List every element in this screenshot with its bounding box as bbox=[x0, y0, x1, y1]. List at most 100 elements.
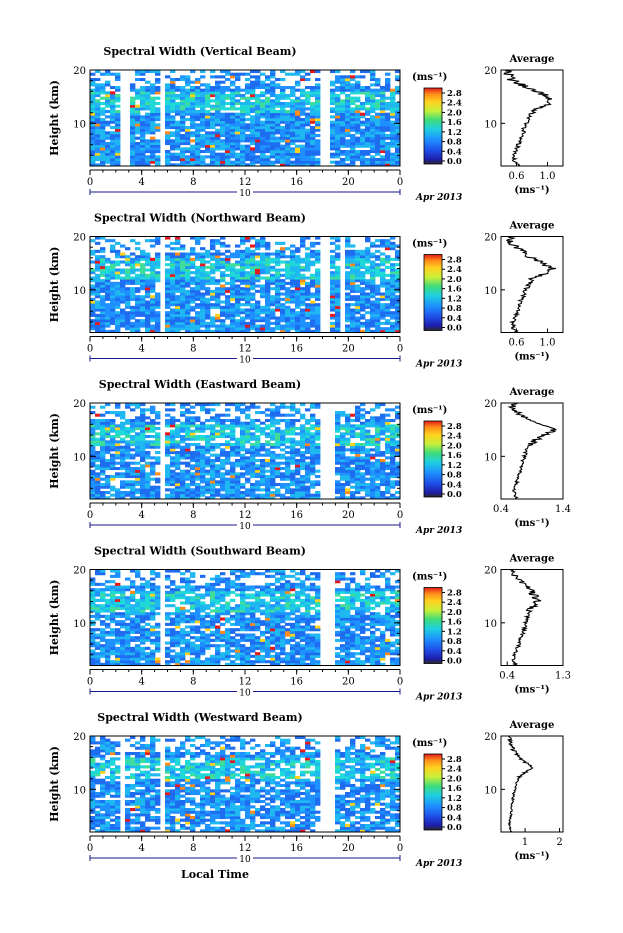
heatmap-cell bbox=[245, 406, 250, 409]
heatmap-cell bbox=[105, 81, 110, 84]
heatmap-cell bbox=[235, 274, 240, 277]
heatmap-cell bbox=[290, 322, 295, 325]
heatmap-cell bbox=[180, 118, 185, 121]
heatmap-cell bbox=[145, 126, 150, 129]
heatmap-cell bbox=[250, 255, 255, 258]
heatmap-cell bbox=[350, 290, 355, 293]
heatmap-cell bbox=[115, 443, 120, 446]
heatmap-cell bbox=[145, 123, 150, 126]
heatmap-cell bbox=[335, 467, 340, 470]
heatmap-cell bbox=[100, 73, 105, 76]
heatmap-cell bbox=[390, 427, 395, 430]
heatmap-cell bbox=[370, 158, 375, 161]
heatmap-cell bbox=[295, 150, 300, 153]
heatmap-cell bbox=[270, 486, 275, 489]
heatmap-cell bbox=[170, 261, 175, 264]
heatmap-cell bbox=[235, 75, 240, 78]
heatmap-cell bbox=[205, 483, 210, 486]
heatmap-cell bbox=[255, 488, 260, 491]
heatmap-cell bbox=[220, 107, 225, 110]
heatmap-cell bbox=[265, 161, 270, 164]
heatmap-cell bbox=[245, 155, 250, 158]
heatmap-cell bbox=[330, 285, 335, 288]
heatmap-cell bbox=[165, 118, 170, 121]
heatmap-cell bbox=[260, 475, 265, 478]
heatmap-cell bbox=[390, 107, 395, 110]
heatmap-cell bbox=[280, 91, 285, 94]
heatmap-cell bbox=[105, 274, 110, 277]
heatmap-cell bbox=[120, 427, 125, 430]
heatmap-cell bbox=[150, 287, 155, 290]
heatmap-cell bbox=[200, 456, 205, 459]
heatmap-cell bbox=[115, 105, 120, 108]
heatmap-cell bbox=[280, 319, 285, 322]
heatmap-cell bbox=[235, 250, 240, 253]
heatmap-cell bbox=[170, 158, 175, 161]
heatmap-cell bbox=[215, 258, 220, 261]
heatmap-cell bbox=[270, 261, 275, 264]
heatmap-cell bbox=[290, 271, 295, 274]
heatmap-cell bbox=[105, 411, 110, 414]
heatmap-cell bbox=[385, 73, 390, 76]
heatmap-cell bbox=[385, 245, 390, 248]
heatmap-cell bbox=[310, 424, 315, 427]
heatmap-cell bbox=[175, 486, 180, 489]
heatmap-cell bbox=[110, 486, 115, 489]
heatmap-cell bbox=[235, 255, 240, 258]
heatmap-cell bbox=[300, 105, 305, 108]
heatmap-cell bbox=[295, 325, 300, 328]
heatmap-cell bbox=[190, 110, 195, 113]
heatmap-cell bbox=[95, 488, 100, 491]
heatmap-cell bbox=[165, 269, 170, 272]
heatmap-cell bbox=[235, 298, 240, 301]
heatmap-cell bbox=[220, 274, 225, 277]
heatmap-cell bbox=[235, 325, 240, 328]
heatmap-cell bbox=[310, 242, 315, 245]
heatmap-cell bbox=[380, 158, 385, 161]
heatmap-cell bbox=[365, 327, 370, 330]
heatmap-cell bbox=[385, 107, 390, 110]
heatmap-cell bbox=[100, 279, 105, 282]
heatmap-cell bbox=[250, 277, 255, 280]
heatmap-cell bbox=[255, 290, 260, 293]
heatmap-cell bbox=[250, 253, 255, 256]
heatmap-cell bbox=[195, 327, 200, 330]
heatmap-cell bbox=[165, 290, 170, 293]
heatmap-cell bbox=[305, 102, 310, 105]
heatmap-cell bbox=[330, 263, 335, 266]
heatmap-cell bbox=[180, 261, 185, 264]
heatmap-cell bbox=[275, 319, 280, 322]
heatmap-cell bbox=[205, 309, 210, 312]
heatmap-cell bbox=[365, 435, 370, 438]
heatmap-cell bbox=[205, 325, 210, 328]
heatmap-cell bbox=[335, 290, 340, 293]
heatmap-cell bbox=[305, 261, 310, 264]
heatmap-cell bbox=[260, 277, 265, 280]
heatmap-cell bbox=[175, 139, 180, 142]
heatmap-cell bbox=[175, 147, 180, 150]
heatmap-cell bbox=[225, 137, 230, 140]
heatmap-cell bbox=[170, 478, 175, 481]
heatmap-cell bbox=[305, 480, 310, 483]
heatmap-cell bbox=[345, 443, 350, 446]
heatmap-cell bbox=[190, 81, 195, 84]
heatmap-cell bbox=[355, 459, 360, 462]
heatmap-cell bbox=[165, 408, 170, 411]
heatmap-cell bbox=[245, 440, 250, 443]
heatmap-cell bbox=[210, 107, 215, 110]
heatmap-cell bbox=[350, 448, 355, 451]
heatmap-cell bbox=[245, 293, 250, 296]
heatmap-cell bbox=[155, 435, 160, 438]
heatmap-cell bbox=[310, 126, 315, 129]
heatmap-cell bbox=[185, 137, 190, 140]
heatmap-cell bbox=[135, 475, 140, 478]
heatmap-cell bbox=[280, 311, 285, 314]
heatmap-cell bbox=[235, 113, 240, 116]
heatmap-cell bbox=[315, 290, 320, 293]
x-tick-label: 8 bbox=[190, 177, 196, 188]
heatmap-cell bbox=[350, 462, 355, 465]
heatmap-cell bbox=[100, 486, 105, 489]
heatmap-cell bbox=[155, 411, 160, 414]
heatmap-cell bbox=[260, 110, 265, 113]
heatmap-cell bbox=[355, 464, 360, 467]
